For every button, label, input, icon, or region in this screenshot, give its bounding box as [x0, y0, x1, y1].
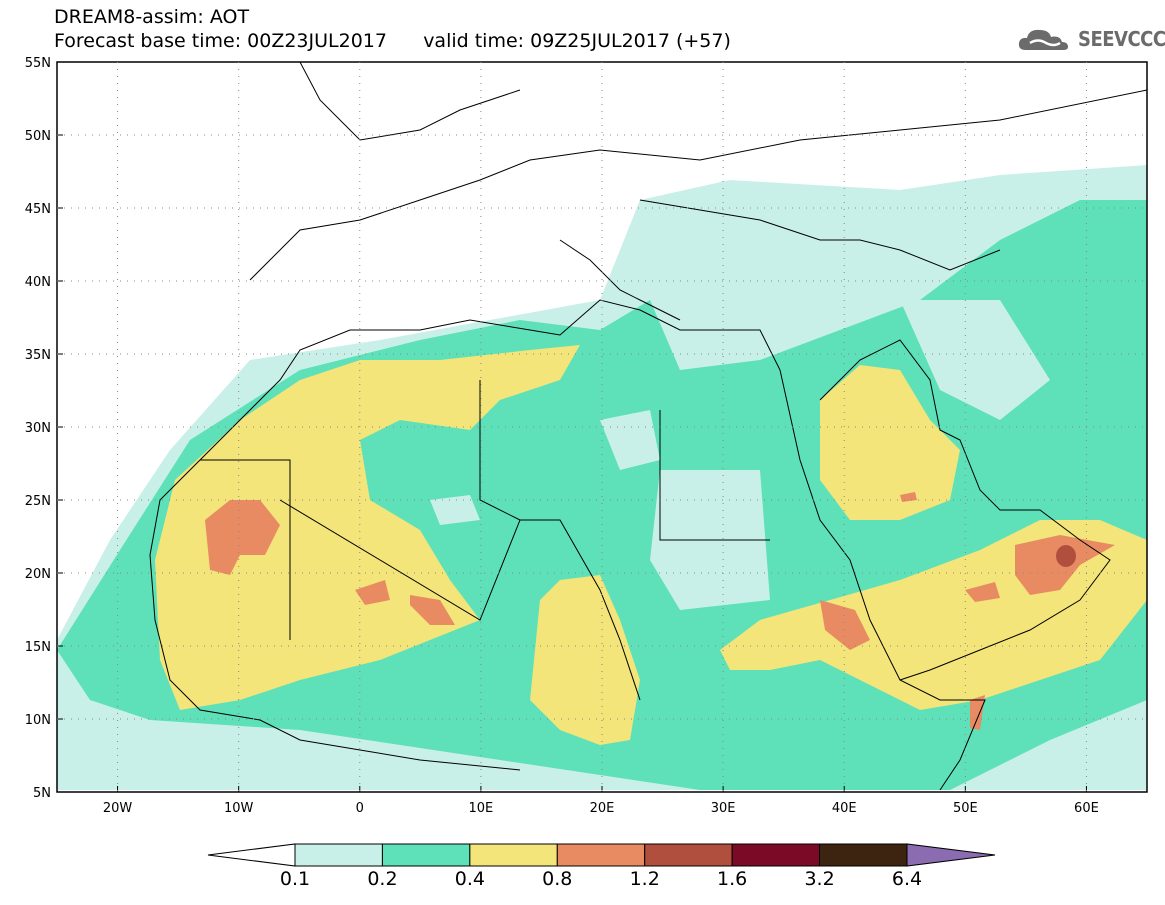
- colorbar-label: 0.8: [542, 868, 573, 890]
- lat-tick-label: 50N: [25, 129, 51, 144]
- colorbar-swatch: [819, 843, 908, 867]
- lon-tick-label: 30E: [711, 801, 736, 816]
- lat-tick-label: 5N: [33, 786, 51, 801]
- seevccc-logo: SEEVCCC: [1016, 26, 1165, 52]
- colorbar-high-arrow: [906, 843, 996, 867]
- lon-tick-label: 20W: [103, 801, 133, 816]
- lat-tick-label: 40N: [25, 275, 51, 290]
- latitude-ticks: 55N 50N 45N 40N 35N 30N 25N 20N 15N 10N 5N: [25, 56, 1147, 801]
- lat-tick-label: 20N: [25, 567, 51, 582]
- colorbar-swatch: [556, 843, 646, 867]
- lon-tick-label: 40E: [832, 801, 857, 816]
- aot-field: [57, 165, 1147, 790]
- lon-tick-label: 0: [356, 801, 364, 816]
- lon-tick-label: 50E: [953, 801, 978, 816]
- lat-tick-label: 35N: [25, 348, 51, 363]
- colorbar-label: 0.4: [454, 868, 485, 890]
- lat-tick-label: 30N: [25, 421, 51, 436]
- logo-text: SEEVCCC: [1078, 27, 1165, 51]
- colorbar: [207, 843, 996, 867]
- lat-tick-label: 55N: [25, 56, 51, 71]
- forecast-time-line: Forecast base time: 00Z23JUL2017 valid t…: [54, 30, 731, 52]
- map-title: DREAM8-assim: AOT: [54, 6, 250, 28]
- cloud-icon: [1018, 29, 1068, 50]
- colorbar-label: 0.1: [279, 868, 311, 890]
- lon-tick-label: 10E: [469, 801, 494, 816]
- colorbar-label: 6.4: [891, 868, 923, 890]
- colorbar-low-arrow: [207, 843, 296, 867]
- lon-tick-label: 10W: [224, 801, 254, 816]
- lat-tick-label: 15N: [25, 640, 51, 655]
- lat-tick-label: 25N: [25, 494, 51, 509]
- lat-tick-label: 45N: [25, 202, 51, 217]
- colorbar-swatch: [644, 843, 733, 867]
- colorbar-swatch: [469, 843, 558, 867]
- colorbar-label: 3.2: [804, 868, 835, 890]
- colorbar-swatch: [294, 843, 383, 867]
- longitude-ticks: 20W 10W 0 10E 20E 30E 40E 50E 60E: [103, 62, 1099, 816]
- lon-tick-label: 60E: [1074, 801, 1099, 816]
- colorbar-label: 1.2: [629, 868, 660, 890]
- colorbar-swatch: [381, 843, 471, 867]
- colorbar-label: 0.2: [367, 868, 398, 890]
- lat-tick-label: 10N: [25, 713, 51, 728]
- colorbar-swatch: [731, 843, 821, 867]
- lon-tick-label: 20E: [590, 801, 615, 816]
- coastlines: [149, 62, 1147, 791]
- colorbar-label: 1.6: [717, 868, 748, 890]
